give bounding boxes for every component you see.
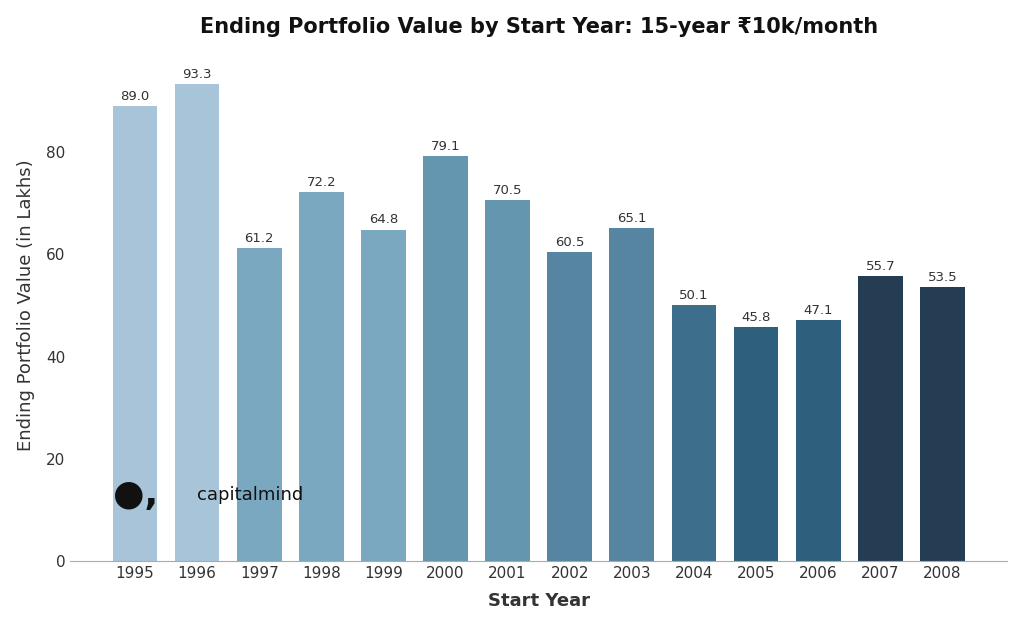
Text: ●,: ●, [113,478,158,512]
Text: 45.8: 45.8 [741,311,771,324]
Text: 72.2: 72.2 [306,176,336,189]
Bar [858,276,902,561]
Text: 61.2: 61.2 [245,232,274,245]
Text: 53.5: 53.5 [928,271,957,285]
Text: 93.3: 93.3 [182,68,212,80]
Bar [485,201,530,561]
Bar [920,287,965,561]
Text: capitalmind: capitalmind [197,486,303,504]
Title: Ending Portfolio Value by Start Year: 15-year ₹10k/month: Ending Portfolio Value by Start Year: 15… [200,17,878,36]
Text: 70.5: 70.5 [493,184,522,198]
Bar [423,156,468,561]
Text: 60.5: 60.5 [555,236,585,248]
Bar [113,106,158,561]
Bar [175,83,219,561]
X-axis label: Start Year: Start Year [487,593,590,610]
Bar [609,228,654,561]
Text: 65.1: 65.1 [617,212,646,225]
Text: 89.0: 89.0 [121,90,150,103]
Bar [796,320,841,561]
Text: 50.1: 50.1 [679,289,709,302]
Bar [548,251,592,561]
Bar [733,327,778,561]
Text: 79.1: 79.1 [431,140,460,153]
Y-axis label: Ending Portfolio Value (in Lakhs): Ending Portfolio Value (in Lakhs) [16,159,35,451]
Text: 55.7: 55.7 [865,260,895,273]
Bar [299,192,344,561]
Text: 64.8: 64.8 [369,214,398,226]
Text: 47.1: 47.1 [804,304,833,317]
Bar [237,248,282,561]
Bar [672,305,717,561]
Bar [361,229,406,561]
